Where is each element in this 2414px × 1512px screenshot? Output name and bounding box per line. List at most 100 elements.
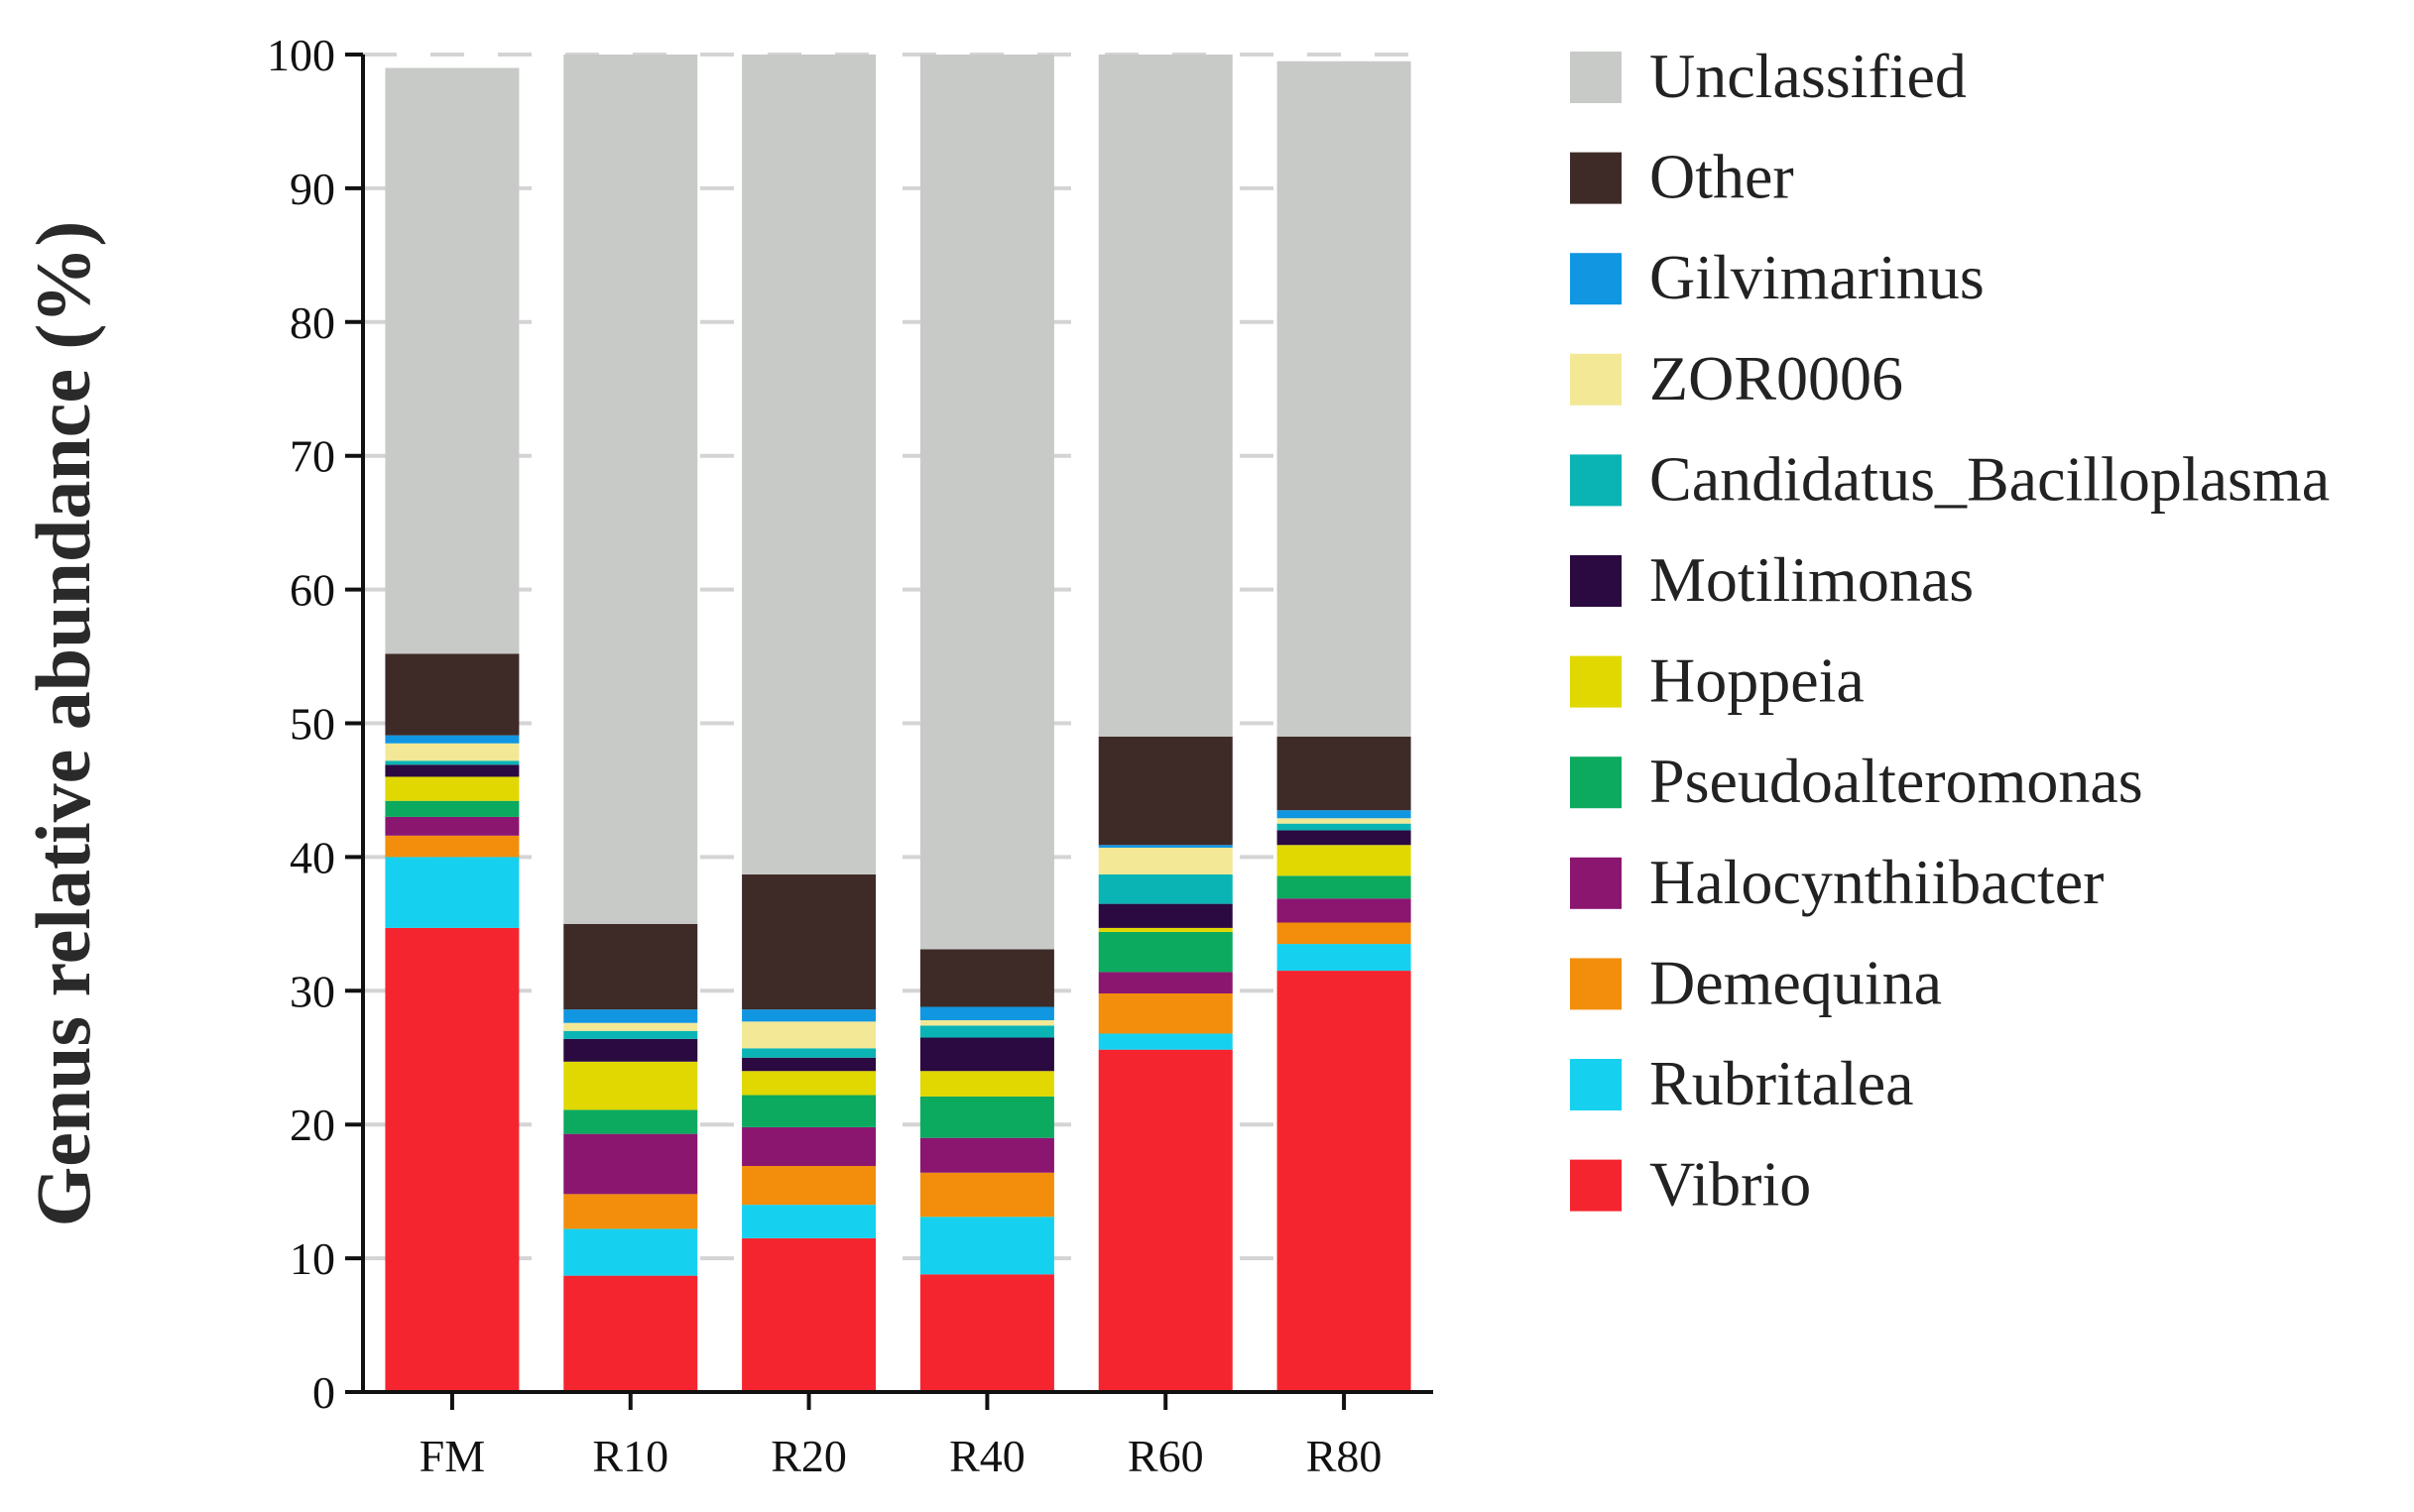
bar-segment-halocynthiibacter-r20 [742,1126,877,1167]
bar-segment-gilvimarinus-r80 [1276,810,1411,819]
legend-swatch-gilvimarinus [1570,253,1622,305]
legend-label-hoppeia: Hoppeia [1649,645,1865,716]
bar-segment-candidatus-bacilloplasma-r60 [1098,873,1233,904]
bar-segment-gilvimarinus-r60 [1098,845,1233,848]
bar-segment-halocynthiibacter-r80 [1276,898,1411,923]
bar-segment-hoppeia-r10 [563,1061,698,1110]
y-tick-label: 60 [290,565,335,616]
legend-label-motilimonas: Motilimonas [1649,544,1974,615]
bar-segment-unclassified-fm [385,67,520,654]
gridlines [363,53,1433,1261]
bar-segment-vibrio-r40 [919,1274,1054,1392]
legend-label-vibrio: Vibrio [1649,1149,1811,1220]
bar-segment-unclassified-r60 [1098,55,1233,737]
bar-segment-candidatus-bacilloplasma-r20 [742,1048,877,1058]
bar-segment-motilimonas-fm [385,764,520,777]
bar-segment-other-r40 [919,949,1054,1007]
legend-swatch-unclassified [1570,52,1622,103]
bar-segment-halocynthiibacter-fm [385,816,520,836]
bar-segment-candidatus-bacilloplasma-r10 [563,1030,698,1039]
bar-segment-zor0006-r60 [1098,847,1233,874]
bar-segment-vibrio-r20 [742,1237,877,1392]
bar-segment-hoppeia-r80 [1276,845,1411,876]
bar-segment-pseudoalteromonas-r20 [742,1095,877,1127]
bar-segment-gilvimarinus-fm [385,735,520,744]
bar-segment-gilvimarinus-r20 [742,1009,877,1022]
y-tick-label: 70 [290,431,335,482]
bar-segment-demequina-r80 [1276,922,1411,945]
bar-segment-hoppeia-r60 [1098,927,1233,932]
legend-swatch-candidatus-bacilloplasma [1570,454,1622,507]
bar-segment-hoppeia-r40 [919,1071,1054,1097]
legend-swatch-hoppeia [1570,655,1622,708]
bars [385,55,1411,1392]
bar-segment-rubritalea-r10 [563,1228,698,1276]
bar-segment-other-r80 [1276,736,1411,811]
x-tick-label-r60: R60 [1128,1431,1204,1481]
bar-segment-vibrio-r10 [563,1275,698,1392]
y-ticks: 0 10 20 30 40 50 60 70 80 90 100 [267,30,363,1418]
bar-segment-rubritalea-r80 [1276,944,1411,972]
legend-label-candidatus-bacilloplasma: Candidatus_Bacilloplasma [1649,443,2330,514]
bar-segment-candidatus-bacilloplasma-r80 [1276,823,1411,831]
bar-segment-pseudoalteromonas-r10 [563,1109,698,1134]
bar-segment-gilvimarinus-r10 [563,1009,698,1023]
bar-segment-hoppeia-fm [385,776,520,801]
bar-segment-motilimonas-r40 [919,1037,1054,1072]
bar-segment-unclassified-r80 [1276,60,1411,737]
bar-segment-zor0006-r10 [563,1022,698,1031]
bar-segment-unclassified-r20 [742,55,877,874]
bar-segment-zor0006-fm [385,743,520,761]
bar-segment-halocynthiibacter-r10 [563,1133,698,1195]
bar-segment-other-r10 [563,923,698,1010]
y-tick-label: 0 [312,1367,335,1418]
bar-segment-demequina-r20 [742,1166,877,1206]
bar-segment-vibrio-r60 [1098,1049,1233,1392]
x-tick-label-r20: R20 [771,1431,847,1481]
bar-segment-rubritalea-r20 [742,1205,877,1238]
bar-segment-other-r20 [742,873,877,1010]
legend-swatch-halocynthiibacter [1570,857,1622,909]
bar-segment-motilimonas-r10 [563,1038,698,1062]
x-ticks: FM R10 R20 R40 R60 R80 [420,1392,1383,1481]
bar-segment-demequina-r40 [919,1172,1054,1218]
x-tick-label-r80: R80 [1306,1431,1383,1481]
bar-segment-pseudoalteromonas-r40 [919,1096,1054,1138]
bar-segment-zor0006-r40 [919,1019,1054,1026]
bar-segment-pseudoalteromonas-fm [385,800,520,817]
bar-segment-demequina-r10 [563,1194,698,1229]
y-tick-label: 100 [267,30,335,80]
bar-segment-rubritalea-r40 [919,1217,1054,1275]
legend-label-rubritalea: Rubritalea [1649,1048,1914,1118]
y-tick-label: 20 [290,1100,335,1150]
bar-segment-unclassified-r40 [919,55,1054,950]
legend-swatch-rubritalea [1570,1059,1622,1110]
bar-segment-pseudoalteromonas-r60 [1098,931,1233,973]
x-tick-label-r10: R10 [592,1431,668,1481]
legend-swatch-vibrio [1570,1159,1622,1212]
y-axis-title: Genus relative abundance (%) [20,221,106,1227]
x-tick-label-r40: R40 [949,1431,1026,1481]
bar-segment-demequina-fm [385,835,520,858]
bar-segment-motilimonas-r20 [742,1057,877,1072]
bar-segment-candidatus-bacilloplasma-r40 [919,1025,1054,1038]
legend-label-other: Other [1649,142,1794,212]
bar-segment-vibrio-fm [385,927,520,1392]
bar-segment-halocynthiibacter-r60 [1098,972,1233,993]
legend-swatch-pseudoalteromonas [1570,756,1622,809]
legend-label-pseudoalteromonas: Pseudoalteromonas [1649,746,2143,816]
y-tick-label: 50 [290,699,335,750]
y-tick-label: 30 [290,966,335,1016]
legend-label-unclassified: Unclassified [1649,41,1967,111]
legend-swatch-demequina [1570,958,1622,1010]
y-tick-label: 90 [290,164,335,214]
bar-segment-zor0006-r20 [742,1021,877,1049]
legend-label-gilvimarinus: Gilvimarinus [1649,242,1985,312]
y-tick-label: 10 [290,1233,335,1284]
bar-segment-other-fm [385,653,520,736]
bar-segment-halocynthiibacter-r40 [919,1137,1054,1173]
legend-label-demequina: Demequina [1649,947,1942,1017]
legend-label-halocynthiibacter: Halocynthiibacter [1649,847,2104,917]
bar-segment-unclassified-r10 [563,55,698,924]
